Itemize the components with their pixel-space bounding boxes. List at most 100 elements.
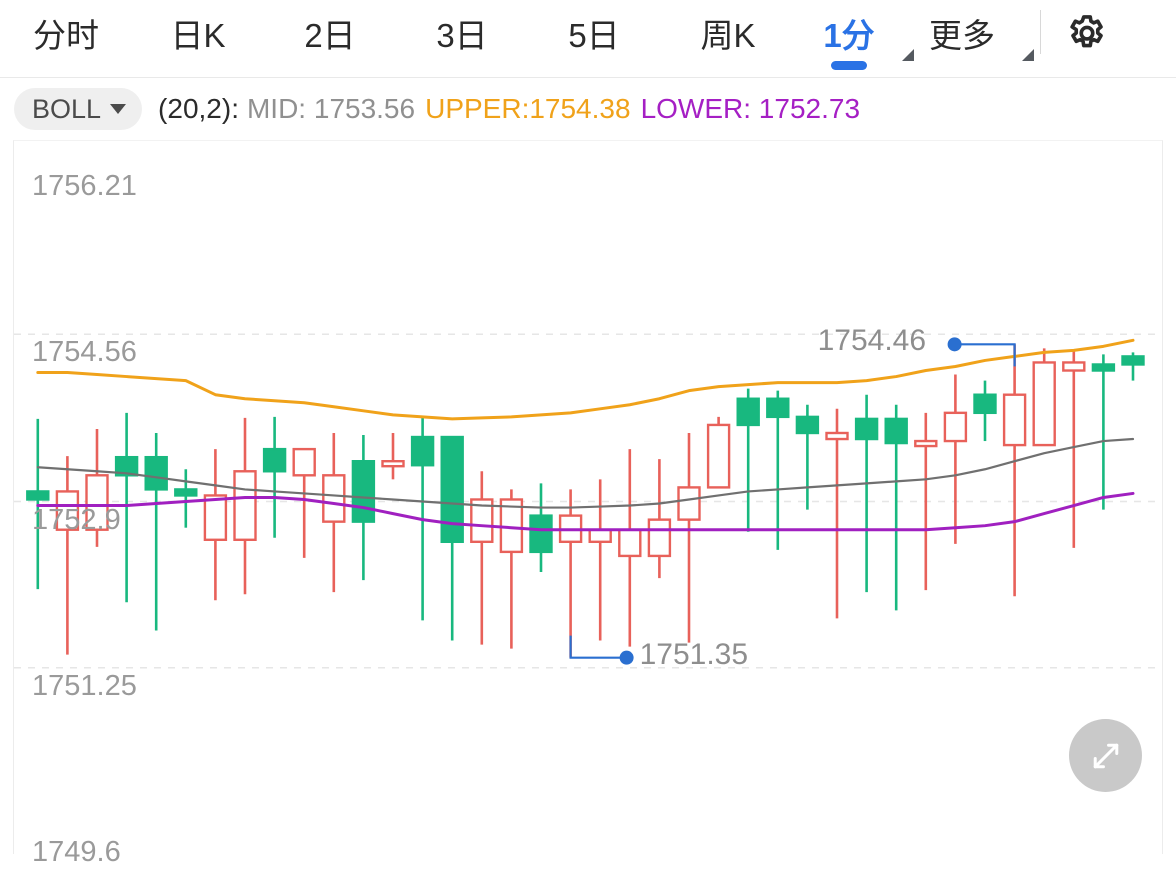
indicator-lower-value: LOWER: 1752.73 [640,93,861,124]
settings-button[interactable] [1055,0,1119,70]
candlestick [854,394,879,593]
candle-body [736,397,760,427]
candlestick [381,432,405,480]
tab-timeframe-2[interactable]: 2日 [264,0,396,78]
candlestick [588,479,612,641]
candle-body [647,518,672,558]
candle-body [470,498,494,544]
candlestick [1002,344,1027,597]
candle-body [55,490,80,531]
candlestick [440,435,464,641]
candlestick [470,471,494,645]
candlestick [292,447,316,558]
tab-timeframe-5[interactable]: 周K [660,0,796,78]
indicator-selector-boll[interactable]: BOLL [14,88,143,130]
candle-body [1032,361,1056,447]
high-marker-leader [954,343,1016,367]
candlestick [884,404,908,611]
tab-label: 分时 [33,16,99,54]
candlestick [203,449,228,601]
candle-body [884,417,908,445]
candlestick [677,432,701,643]
candlestick [618,449,642,647]
candlestick [85,428,109,547]
candlestick [174,469,198,528]
boll-mid-line [36,437,1135,509]
tab-expand-corner-icon [902,49,914,61]
candle-body [174,488,198,497]
candle-body [1062,361,1086,372]
boll-lower-line [36,491,1135,532]
chevron-down-icon [110,104,127,114]
tab-timeframe-4[interactable]: 5日 [528,0,660,78]
candle-body [381,460,405,468]
tab-label: 3日 [436,16,488,54]
candle-body [351,460,376,523]
candlestick [973,380,997,442]
candle-body [203,494,228,541]
candle-body [322,474,346,523]
candlestick [529,483,553,573]
chart-canvas [14,333,1162,669]
candle-body [114,455,139,477]
indicator-params-label: (20,2): [158,93,239,124]
tab-label: 日K [170,16,226,54]
candle-body [85,474,109,531]
toolbar-separator [1040,10,1041,54]
indicator-header: BOLL (20,2): MID: 1753.56 UPPER:1754.38 … [0,78,1176,140]
tab-expand-corner-icon [1022,49,1034,61]
low-marker-leader [569,635,627,659]
candlestick [26,418,50,590]
boll-upper-line [36,338,1135,421]
candle-body [1121,355,1145,366]
candle-body [854,417,879,441]
candle-body [618,528,642,558]
candlestick-chart[interactable] [13,140,1163,854]
tab-1min[interactable]: 1分 [796,0,914,78]
fullscreen-button[interactable] [1069,719,1142,792]
candlestick [55,456,80,655]
tab-label: 2日 [304,16,356,54]
candlestick [1062,350,1086,548]
candle-body [973,393,997,415]
candle-body [144,455,168,491]
tab-label: 1分 [823,16,875,54]
candlestick [706,416,731,489]
candle-body [1002,393,1027,447]
low-marker-dot [619,650,634,665]
candlestick [322,432,346,593]
candle-body [233,470,257,541]
candle-body [588,528,612,544]
candle-body [795,415,820,435]
candlestick [825,408,849,619]
active-tab-underline [831,61,867,70]
candlestick [233,417,257,595]
candlestick [766,390,790,550]
indicator-upper-value: UPPER:1754.38 [425,93,631,124]
gear-icon [1070,15,1103,48]
candlestick [943,374,968,544]
tab-more[interactable]: 更多 [902,0,1034,78]
candle-body [825,431,849,441]
candlestick [114,412,139,603]
tab-label: 更多 [929,16,995,54]
candlestick [1032,348,1056,447]
tab-timeframe-0[interactable]: 分时 [0,0,132,78]
candlestick [558,489,583,658]
candle-body [914,439,938,448]
candle-body [292,447,316,477]
timeframe-tab-bar: 分时 日K 2日 3日 5日 周K 1分 更多 [0,0,1176,78]
candle-body [529,514,553,554]
candle-body [440,435,464,544]
indicator-mid-value: MID: 1753.56 [246,93,416,124]
candlestick [1091,354,1116,510]
candle-body [677,486,701,521]
tab-label: 周K [700,16,756,54]
tab-timeframe-3[interactable]: 3日 [396,0,528,78]
candlestick [736,388,760,532]
candle-body [706,423,731,489]
candle-body [410,435,435,467]
candlestick [262,416,287,538]
candlestick [1121,352,1145,381]
tab-timeframe-1[interactable]: 日K [132,0,264,78]
